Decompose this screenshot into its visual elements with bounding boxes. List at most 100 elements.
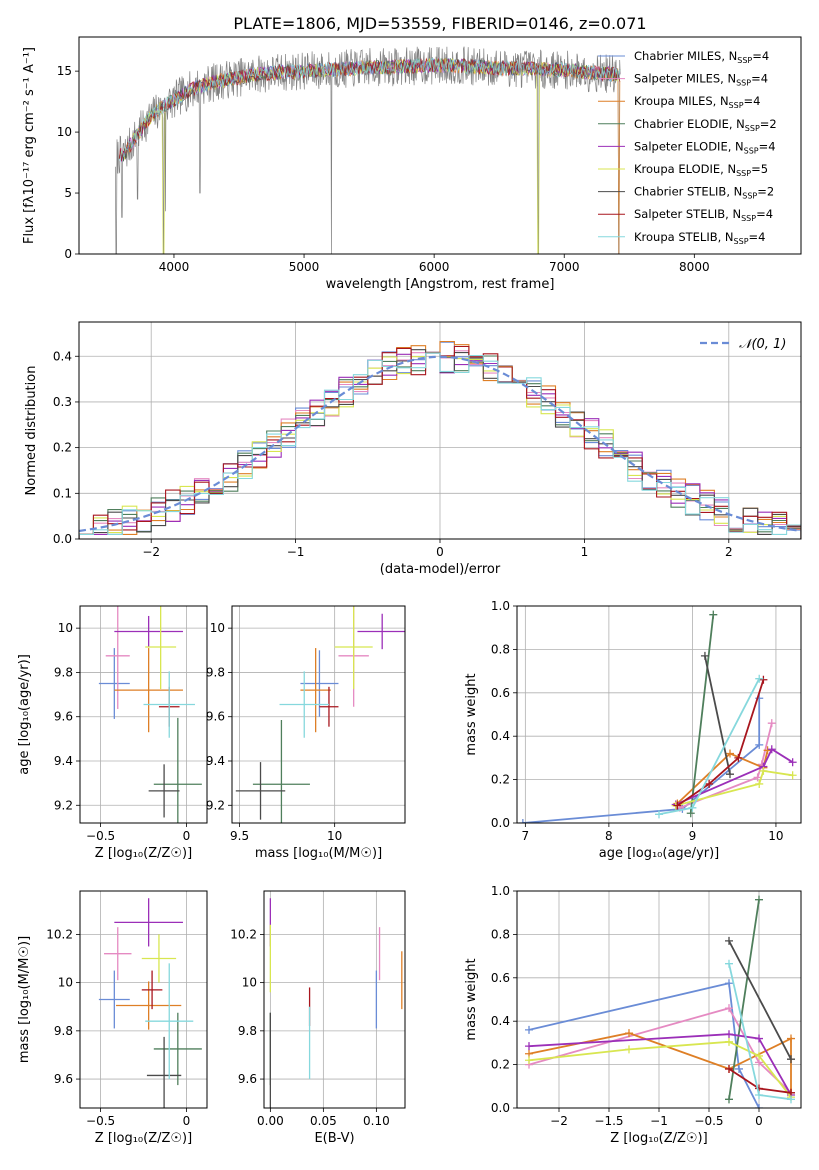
weight-vs-age-xtick-label-3: 10: [768, 829, 783, 843]
weight-vs-age-marker-8-0: [655, 810, 663, 819]
weight-vs-age-frame: [516, 605, 802, 824]
residuals-ytick-label-0: 0.0: [53, 532, 72, 546]
age-vs-Z-axes: −0.5 0 9.2 9.4 9.6 9.8 10 Z [log₁₀(Z/Z☉)] age [l…: [17, 606, 207, 861]
weight-vs-Z-marker-8-2: [787, 1095, 795, 1104]
age-vs-mass-xlabel: mass [log₁₀(M/M☉)]: [255, 846, 382, 861]
mass-vs-Z-errorbar-6: [146, 1036, 182, 1108]
mass-vs-Z-errorbar-4: [114, 898, 183, 947]
age-vs-Z-errorbar-8: [143, 671, 195, 738]
mass-vs-Z-ytick-label-1: 9.8: [54, 1024, 73, 1038]
age-vs-mass-errorbar-3: [252, 720, 310, 823]
age-vs-Z-xtick-label-1: 0: [183, 829, 191, 843]
weight-vs-age-marker-8-1: [688, 803, 697, 812]
weight-vs-age-xtick-label-0: 7: [522, 829, 530, 843]
weight-vs-age-marker-4-2: [767, 745, 776, 754]
mass-vs-EBV-xtick-label-1: 0.05: [310, 1114, 337, 1128]
residuals-normal-curve: [79, 355, 801, 533]
weight-vs-Z-marker-0-0: [525, 1025, 533, 1034]
mass-vs-Z-errorbar-8: [145, 963, 194, 1080]
weight-vs-age-xtick-label-1: 8: [605, 829, 613, 843]
spectrum-xlabel: wavelength [Angstrom, rest frame]: [326, 277, 555, 292]
weight-vs-Z-ytick-label-3: 0.6: [491, 971, 510, 985]
weight-vs-Z-xtick-label-4: 0: [755, 1114, 763, 1128]
weight-vs-Z-marker-5-3: [755, 1051, 763, 1060]
weight-vs-Z-plot-area: [525, 895, 795, 1108]
spectrum-axes: 4000 5000 6000 7000 8000 0 5 10 15 wavelength [An…: [22, 47, 710, 292]
weight-vs-age-marker-2-3: [763, 746, 772, 755]
weight-vs-age-marker-7-1: [705, 779, 714, 788]
weight-vs-Z-marker-4-2: [755, 1034, 763, 1043]
weight-vs-age-marker-8-2: [755, 674, 764, 683]
weight-vs-age-ytick-label-5: 1.0: [491, 599, 510, 613]
mass-vs-Z-ytick-label-2: 10: [58, 976, 73, 990]
residuals-ytick-label-1: 0.1: [53, 486, 72, 500]
weight-vs-Z-marker-8-1: [755, 1090, 763, 1099]
weight-vs-Z-marker-1-1: [725, 1004, 733, 1013]
mass-vs-Z-errorbar-3: [153, 1012, 202, 1086]
mass-vs-EBV-ytick-label-3: 10.2: [230, 927, 257, 941]
age-vs-mass-ytick-label-4: 10: [210, 621, 225, 635]
mass-vs-EBV-axes: 0.00 0.05 0.10 9.6 9.8 10 10.2 E(B-V): [230, 891, 405, 1146]
weight-vs-age-xlabel: age [log₁₀(age/yr)]: [599, 846, 720, 861]
weight-vs-Z-series-4: [528, 1033, 792, 1096]
residuals-xtick-label-0: −2: [142, 545, 160, 559]
weight-vs-Z-marker-4-0: [525, 1042, 533, 1051]
weight-vs-Z-marker-3-0: [725, 1095, 733, 1104]
age-vs-Z-errorbar-4: [114, 615, 183, 647]
mass-vs-Z-ytick-label-3: 10.2: [46, 927, 73, 941]
legend-entry-7: Salpeter STELIB, NSSP=4: [634, 207, 773, 223]
age-vs-mass-errorbar-2: [300, 648, 331, 733]
weight-vs-Z-marker-0-2: [735, 1064, 743, 1073]
mass-vs-Z-xlabel: Z [log₁₀(Z/Z☉)]: [95, 1131, 192, 1146]
weight-vs-age-marker-6-1: [726, 770, 734, 779]
residuals-xtick-label-4: 2: [725, 545, 733, 559]
age-vs-mass-errorbar-7: [319, 686, 339, 727]
age-vs-Z-xtick-label-0: −0.5: [86, 829, 115, 843]
mass-vs-Z-axes: −0.5 0 9.6 9.8 10 10.2 Z [log₁₀(Z/Z☉)] mass [lo…: [17, 891, 207, 1146]
weight-vs-age-marker-7-2: [734, 753, 743, 762]
mass-vs-EBV-ytick-label-0: 9.6: [238, 1072, 257, 1086]
spectrum-frame: [78, 36, 802, 255]
spectrum-xtick-label-1: 5000: [289, 260, 320, 274]
age-vs-Z-frame: [79, 605, 208, 824]
weight-vs-age-ytick-label-2: 0.4: [491, 729, 510, 743]
mass-vs-EBV-frame: [263, 890, 406, 1109]
weight-vs-age-series-8: [658, 678, 760, 816]
mass-vs-Z-frame: [79, 890, 208, 1109]
spectrum-ytick-label-0: 0: [64, 247, 72, 261]
mass-vs-EBV-xtick-label-2: 0.10: [363, 1114, 390, 1128]
weight-vs-age-series-2: [676, 750, 769, 805]
weight-vs-Z-series-0: [528, 982, 760, 1108]
weight-vs-age-marker-0-0: [518, 819, 527, 823]
age-vs-Z-ytick-label-2: 9.6: [54, 710, 73, 724]
age-vs-Z-ytick-label-3: 9.8: [54, 665, 73, 679]
weight-vs-age-series-6: [704, 655, 731, 775]
weight-vs-age-marker-3-1: [709, 610, 718, 619]
spectrum-ytick-label-1: 5: [64, 186, 72, 200]
age-vs-Z-ytick-label-1: 9.4: [54, 754, 73, 768]
weight-vs-Z-marker-4-1: [725, 1030, 733, 1039]
mass-vs-Z-plot-area: [98, 898, 202, 1108]
weight-vs-Z-series-7: [728, 1068, 792, 1094]
weight-vs-age-series-4: [675, 747, 794, 806]
mass-vs-EBV-ytick-label-2: 10: [242, 976, 257, 990]
age-vs-mass-frame: [231, 605, 406, 824]
legend-entry-0: Chabrier MILES, NSSP=4: [634, 49, 769, 65]
age-vs-mass-ytick-label-3: 9.8: [206, 665, 225, 679]
legend-entry-4: Salpeter ELODIE, NSSP=4: [634, 139, 776, 155]
weight-vs-age-marker-5-3: [788, 771, 797, 780]
age-vs-mass-errorbar-4: [357, 613, 405, 650]
residuals-ytick-label-2: 0.2: [53, 441, 72, 455]
age-vs-mass-xtick-label-1: 10: [327, 829, 342, 843]
age-vs-Z-xlabel: Z [log₁₀(Z/Z☉)]: [95, 846, 192, 861]
weight-vs-age-marker-1-1: [753, 773, 762, 782]
mass-vs-Z-errorbar-1: [104, 927, 132, 981]
weight-vs-Z-xtick-label-1: −1.5: [594, 1114, 623, 1128]
weight-vs-Z-marker-6-0: [725, 936, 733, 945]
weight-vs-age-ytick-label-0: 0.0: [491, 816, 510, 830]
weight-vs-Z-xtick-label-2: −1: [650, 1114, 668, 1128]
weight-vs-age-marker-2-1: [726, 749, 734, 758]
weight-vs-age-plot-area: [518, 610, 797, 823]
